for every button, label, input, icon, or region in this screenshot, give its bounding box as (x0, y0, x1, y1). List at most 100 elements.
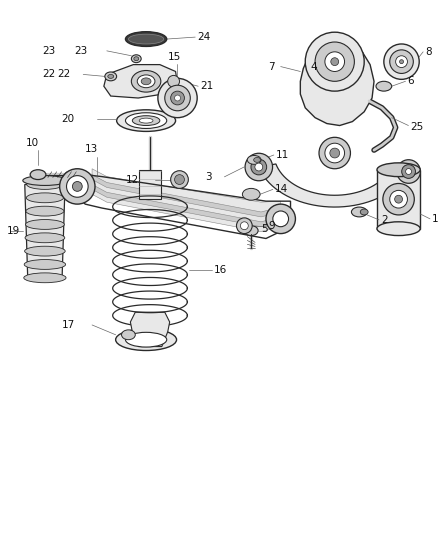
Circle shape (395, 195, 403, 203)
Ellipse shape (117, 110, 176, 132)
Text: 6: 6 (407, 76, 414, 86)
Ellipse shape (125, 31, 167, 46)
Text: 23: 23 (74, 46, 88, 56)
Ellipse shape (108, 75, 114, 78)
Circle shape (67, 176, 88, 197)
Ellipse shape (141, 78, 151, 85)
Circle shape (171, 91, 184, 105)
Circle shape (315, 42, 354, 82)
Text: 2: 2 (381, 215, 388, 225)
Text: 1: 1 (432, 214, 438, 224)
Circle shape (325, 143, 345, 163)
Text: 10: 10 (26, 138, 39, 148)
Ellipse shape (30, 169, 46, 180)
Ellipse shape (242, 188, 260, 200)
Ellipse shape (351, 207, 367, 217)
Text: 24: 24 (197, 32, 210, 42)
Polygon shape (104, 64, 177, 98)
Polygon shape (92, 169, 281, 212)
Text: 13: 13 (85, 144, 99, 154)
Polygon shape (377, 169, 420, 229)
Polygon shape (92, 188, 281, 232)
Text: 20: 20 (62, 114, 75, 124)
Circle shape (397, 160, 420, 183)
Ellipse shape (125, 332, 167, 347)
Circle shape (325, 52, 345, 71)
Text: 19: 19 (7, 226, 20, 236)
Text: 21: 21 (200, 81, 213, 91)
Ellipse shape (25, 220, 64, 229)
Polygon shape (25, 184, 65, 278)
Text: 25: 25 (410, 123, 424, 133)
Ellipse shape (254, 157, 261, 163)
Circle shape (240, 222, 248, 230)
Circle shape (273, 211, 289, 227)
Circle shape (171, 171, 188, 188)
Ellipse shape (377, 163, 420, 176)
Text: 3: 3 (205, 172, 212, 182)
Circle shape (319, 138, 350, 169)
Polygon shape (139, 169, 161, 199)
Circle shape (330, 148, 339, 158)
Text: 8: 8 (425, 47, 432, 57)
Circle shape (165, 85, 190, 111)
Circle shape (305, 32, 364, 91)
Circle shape (390, 190, 407, 208)
Text: 11: 11 (276, 150, 289, 160)
Ellipse shape (105, 72, 117, 81)
Polygon shape (300, 41, 374, 125)
Text: 22: 22 (42, 69, 55, 79)
Ellipse shape (247, 156, 261, 164)
Ellipse shape (26, 193, 64, 203)
Polygon shape (92, 179, 281, 222)
Ellipse shape (134, 56, 139, 61)
Text: 17: 17 (62, 320, 75, 330)
Ellipse shape (244, 226, 258, 236)
Circle shape (245, 154, 272, 181)
Circle shape (237, 218, 252, 233)
Ellipse shape (24, 273, 66, 282)
Circle shape (175, 95, 180, 101)
Circle shape (158, 78, 197, 118)
Circle shape (399, 60, 403, 63)
Ellipse shape (377, 222, 420, 236)
Circle shape (72, 182, 82, 191)
Circle shape (390, 50, 413, 74)
Text: 12: 12 (125, 174, 139, 184)
Circle shape (168, 75, 180, 87)
Circle shape (175, 175, 184, 184)
Circle shape (384, 44, 419, 79)
Ellipse shape (23, 176, 67, 185)
Ellipse shape (131, 70, 161, 92)
Ellipse shape (139, 118, 153, 123)
Text: 5: 5 (261, 224, 268, 233)
Polygon shape (259, 164, 409, 207)
Circle shape (251, 159, 267, 175)
Text: 16: 16 (214, 264, 227, 274)
Ellipse shape (128, 34, 164, 44)
Circle shape (255, 163, 263, 171)
Ellipse shape (125, 113, 167, 128)
Text: 15: 15 (168, 52, 181, 62)
Ellipse shape (131, 55, 141, 63)
Ellipse shape (360, 209, 368, 215)
Ellipse shape (137, 75, 155, 88)
Ellipse shape (132, 116, 160, 125)
Text: 4: 4 (310, 62, 317, 71)
Ellipse shape (116, 329, 177, 351)
Circle shape (402, 165, 416, 179)
Ellipse shape (376, 82, 392, 91)
Text: 7: 7 (268, 62, 275, 71)
Ellipse shape (27, 180, 63, 189)
Text: 22: 22 (58, 69, 71, 79)
Circle shape (383, 183, 414, 215)
Polygon shape (131, 312, 170, 346)
Ellipse shape (24, 260, 66, 269)
Circle shape (60, 169, 95, 204)
Circle shape (396, 56, 407, 68)
Text: 23: 23 (42, 46, 55, 56)
Text: 9: 9 (268, 221, 275, 231)
Polygon shape (92, 174, 281, 217)
Circle shape (406, 168, 412, 174)
Ellipse shape (26, 206, 64, 216)
